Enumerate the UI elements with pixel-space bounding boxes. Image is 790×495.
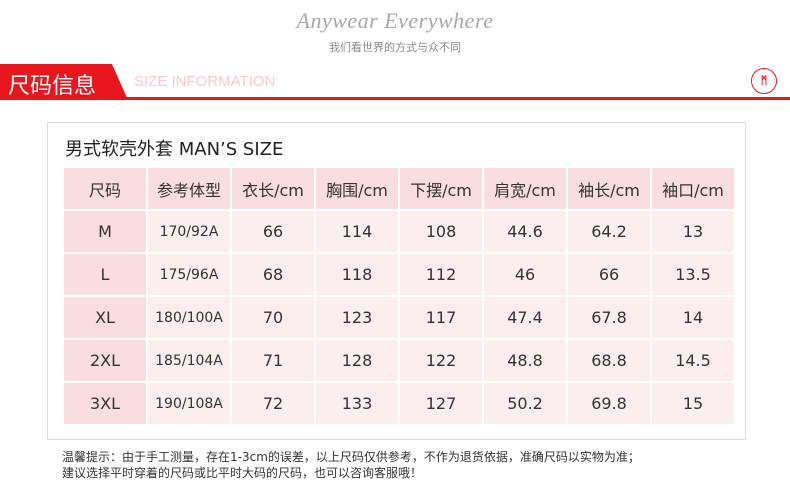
size-table: 尺码 参考体型 衣长/cm 胸围/cm 下摆/cm 肩宽/cm 袖长/cm 袖口/cm M 17…	[62, 166, 736, 426]
size-note: 温馨提示：由于手工测量，存在1-3cm的误差，以上尺码仅供参考，不作为退货依据，…	[62, 449, 640, 481]
table-cell: 133	[314, 381, 400, 426]
table-cell: 68	[230, 252, 316, 297]
table-cell: 70	[230, 295, 316, 340]
table-cell: 47.4	[482, 295, 568, 340]
table-cell: 114	[314, 209, 400, 254]
table-cell: 118	[314, 252, 400, 297]
column-header: 袖长/cm	[566, 166, 652, 211]
table-cell: 122	[398, 338, 484, 383]
table-cell: 66	[566, 252, 652, 297]
column-header: 肩宽/cm	[482, 166, 568, 211]
table-cell: 128	[314, 338, 400, 383]
table-cell: 15	[650, 381, 736, 426]
table-cell: 68.8	[566, 338, 652, 383]
table-cell: 66	[230, 209, 316, 254]
table-cell: 190/108A	[146, 381, 232, 426]
section-title: 尺码信息	[8, 74, 97, 99]
table-cell: 175/96A	[146, 252, 232, 297]
header-row: 尺码 参考体型 衣长/cm 胸围/cm 下摆/cm 肩宽/cm 袖长/cm 袖口/cm	[62, 166, 736, 211]
table-row: 3XL 190/108A 72 133 127 50.2 69.8 15	[62, 381, 736, 426]
table-cell: 50.2	[482, 381, 568, 426]
brand-subtitle: 我们看世界的方式与众不同	[329, 41, 461, 54]
table-cell: 14.5	[650, 338, 736, 383]
brand-logo-icon: ᛗ	[751, 68, 777, 94]
table-cell: 170/92A	[146, 209, 232, 254]
table-cell: 64.2	[566, 209, 652, 254]
table-cell: 108	[398, 209, 484, 254]
table-cell: 48.8	[482, 338, 568, 383]
column-header: 尺码	[62, 166, 148, 211]
table-cell: 2XL	[62, 338, 148, 383]
column-header: 袖口/cm	[650, 166, 736, 211]
table-cell: 46	[482, 252, 568, 297]
table-cell: 123	[314, 295, 400, 340]
size-table-panel: 男式软壳外套 MAN’S SIZE 尺码 参考体型 衣长/cm 胸围/cm 下摆/cm 肩…	[47, 122, 746, 440]
table-cell: 117	[398, 295, 484, 340]
table-cell: 72	[230, 381, 316, 426]
table-cell: XL	[62, 295, 148, 340]
table-cell: 13	[650, 209, 736, 254]
column-header: 参考体型	[146, 166, 232, 211]
table-cell: 127	[398, 381, 484, 426]
column-header: 衣长/cm	[230, 166, 316, 211]
table-cell: 71	[230, 338, 316, 383]
column-header: 下摆/cm	[398, 166, 484, 211]
table-cell: 14	[650, 295, 736, 340]
table-cell: M	[62, 209, 148, 254]
table-cell: 44.6	[482, 209, 568, 254]
table-cell: 3XL	[62, 381, 148, 426]
table-cell: L	[62, 252, 148, 297]
column-header: 胸围/cm	[314, 166, 400, 211]
note-line: 温馨提示：由于手工测量，存在1-3cm的误差，以上尺码仅供参考，不作为退货依据，…	[62, 450, 640, 464]
table-row: L 175/96A 68 118 112 46 66 13.5	[62, 252, 736, 297]
note-line: 建议选择平时穿着的尺码或比平时大码的尺码，也可以咨询客服哦！	[62, 466, 423, 480]
table-cell: 67.8	[566, 295, 652, 340]
section-divider	[0, 97, 790, 100]
table-cell: 185/104A	[146, 338, 232, 383]
section-tab: 尺码信息	[0, 64, 128, 100]
brand-slogan: Anywear Everywhere	[296, 8, 494, 33]
section-title-en: SIZE INFORMATION	[134, 73, 276, 90]
table-cell: 13.5	[650, 252, 736, 297]
table-cell: 112	[398, 252, 484, 297]
table-cell: 180/100A	[146, 295, 232, 340]
table-row: XL 180/100A 70 123 117 47.4 67.8 14	[62, 295, 736, 340]
table-row: M 170/92A 66 114 108 44.6 64.2 13	[62, 209, 736, 254]
table-row: 2XL 185/104A 71 128 122 48.8 68.8 14.5	[62, 338, 736, 383]
table-title: 男式软壳外套 MAN’S SIZE	[65, 139, 284, 160]
table-cell: 69.8	[566, 381, 652, 426]
